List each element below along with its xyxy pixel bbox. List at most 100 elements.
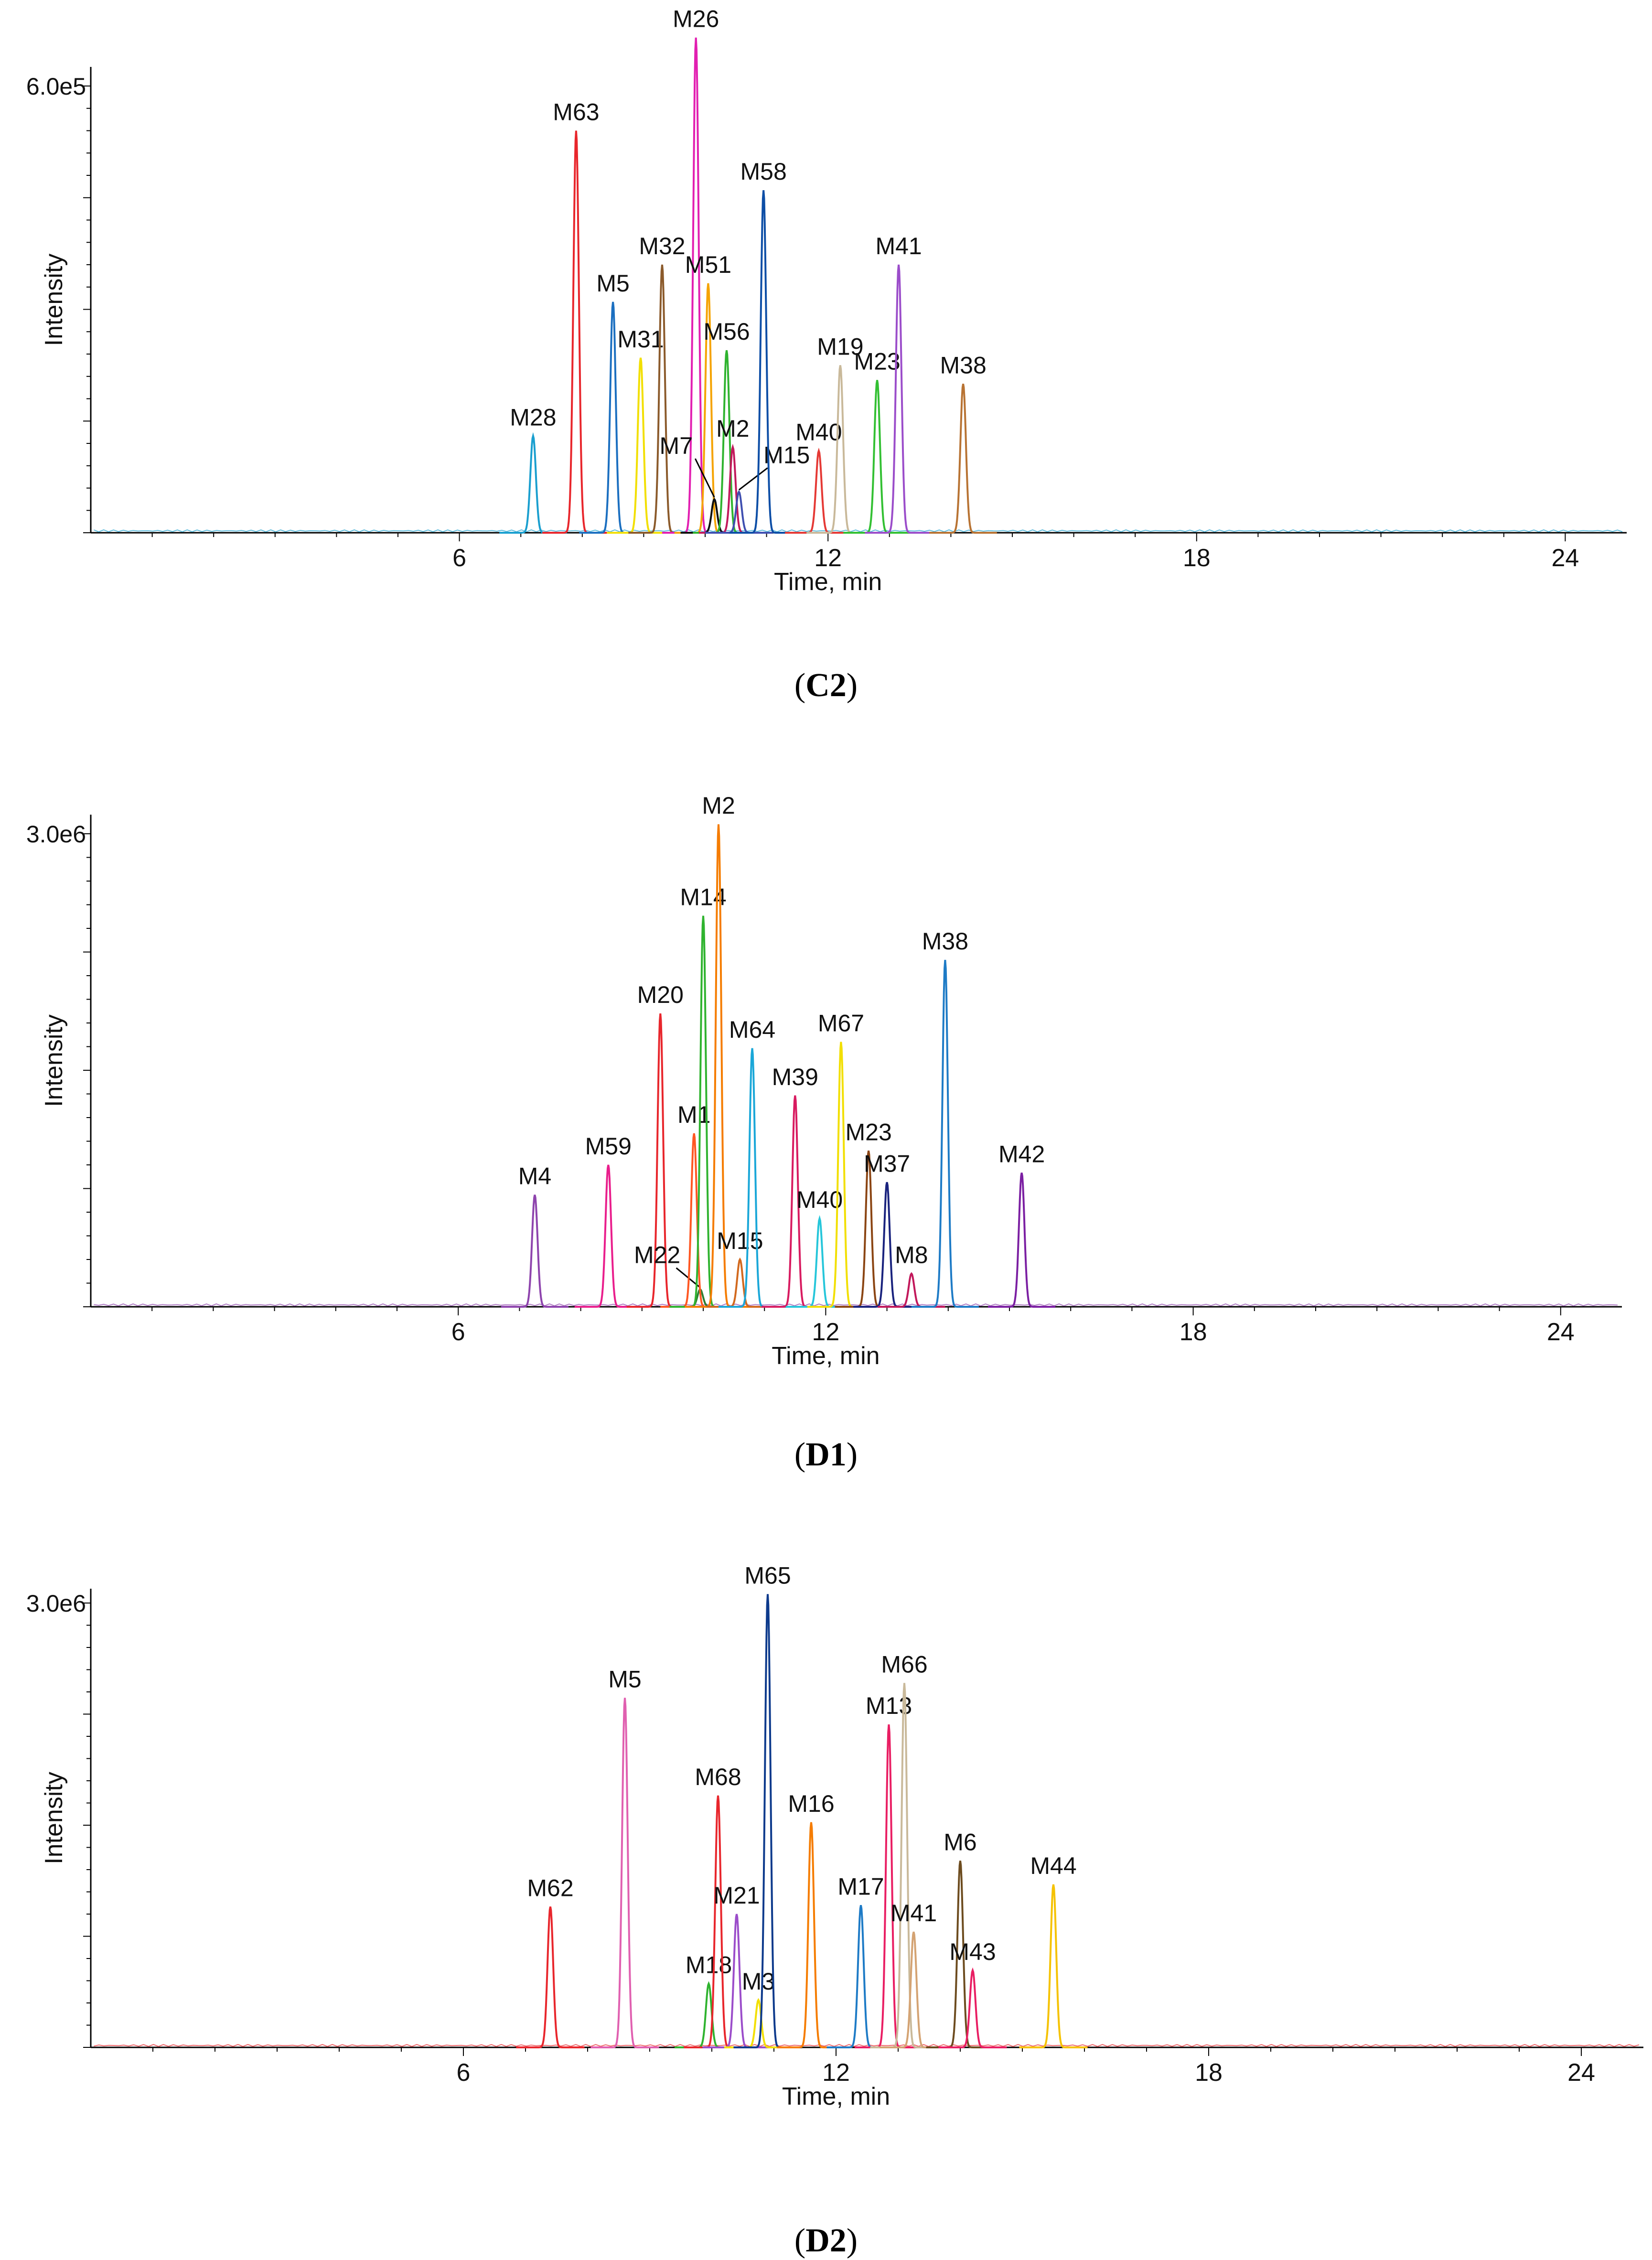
chart-panel-d1: 6 12 18 24 3.0e6 Time, min Intensity M4 M59 M20 M2… [0,776,1652,1473]
peak-m23 [843,380,911,534]
peak-label-m1: M1 [677,1101,710,1128]
peak-label-m56: M56 [703,318,750,345]
peak-label-m40: M40 [795,419,842,446]
chart-panel-c2: 6 12 18 24 6.0e5 Time, min Intensity M28 M63 M5 M3… [0,0,1652,704]
peak-label-m59: M59 [585,1133,632,1160]
peak-label-m17: M17 [837,1873,884,1900]
chart-d2: 6 12 18 24 3.0e6 Time, min Intensity M62 M5 M18 M6… [26,1562,1643,2110]
peak-m40 [786,1215,854,1308]
peak-m1 [660,1133,728,1308]
peak-label-m66: M66 [881,1651,927,1678]
annotation-arrow [738,467,768,491]
peak-label-m41: M41 [890,1900,937,1926]
peak-m40 [785,447,853,534]
y-axis-label: Intensity [40,1014,68,1107]
peak-label-m41: M41 [875,233,922,259]
peak-label-m23: M23 [854,348,900,375]
peak-m41 [880,1931,948,2048]
x-tick-label: 24 [1547,1318,1575,1346]
peak-label-m40: M40 [796,1186,843,1213]
peak-label-m68: M68 [695,1764,741,1790]
x-axis-label: Time, min [772,1342,880,1370]
peak-m59 [574,1164,642,1308]
peak-label-m43: M43 [949,1938,996,1965]
peak-label-m15: M15 [717,1227,763,1254]
peak-label-m51: M51 [685,251,731,278]
peak-label-m23: M23 [846,1119,892,1145]
x-tick-label: 12 [814,544,842,572]
peak-label-m19: M19 [817,333,863,360]
peak-label-m2: M2 [716,415,749,442]
peak-label-m8: M8 [895,1242,928,1269]
peak-m43 [938,1967,1007,2048]
peak-m8 [878,1272,945,1308]
peak-label-m65: M65 [744,1562,791,1589]
peak-m42 [988,1173,1056,1308]
panel-caption: (D1) [794,1436,858,1473]
peak-m66 [870,1683,939,2048]
peak-label-m7: M7 [660,432,693,459]
panel-caption: (D2) [794,2222,858,2259]
peak-m15 [705,490,773,534]
x-tick-label: 24 [1551,544,1579,572]
peak-label-m39: M39 [772,1064,818,1090]
baseline-trace [94,529,1623,533]
peak-label-m37: M37 [864,1150,910,1177]
y-axis-label: Intensity [40,254,68,346]
x-tick-label: 12 [822,2059,850,2087]
y-axis-label: Intensity [40,1772,68,1864]
peak-label-m16: M16 [788,1790,834,1817]
peak-label-m31: M31 [617,326,664,353]
peak-label-m4: M4 [518,1163,551,1190]
peak-m58 [729,190,797,534]
x-tick-label: 18 [1183,544,1211,572]
peak-label-m32: M32 [639,233,685,259]
peak-label-m5: M5 [596,270,629,297]
peak-m3 [724,1998,793,2048]
x-axis-label: Time, min [782,2083,890,2110]
x-tick-label: 12 [812,1318,839,1346]
peak-m28 [499,432,567,534]
peak-label-m67: M67 [818,1010,864,1037]
x-axis-label: Time, min [774,568,882,596]
baseline-trace [94,1303,1618,1307]
peak-label-m38: M38 [940,352,986,378]
peak-m15 [706,1257,774,1308]
y-max-label: 3.0e6 [26,1590,86,1617]
peak-m63 [542,130,610,534]
x-tick-label: 18 [1180,1318,1207,1346]
peak-label-m3: M3 [742,1968,775,1995]
peak-m5 [590,1698,659,2048]
peak-label-m38: M38 [922,928,968,955]
peak-m13 [855,1724,923,2048]
peak-label-m2: M2 [702,792,735,819]
peak-label-m6: M6 [944,1829,976,1855]
peak-label-m20: M20 [637,981,684,1008]
panel-caption: (C2) [794,667,858,704]
x-tick-label: 6 [452,544,466,572]
peak-m38 [911,959,979,1308]
x-tick-label: 6 [451,1318,465,1346]
peak-m37 [853,1182,921,1308]
panel-caption-label: D2 [805,2222,847,2259]
peak-label-m26: M26 [673,6,719,32]
peak-m16 [777,1822,846,2048]
peak-label-m62: M62 [527,1875,573,1902]
peak-label-m18: M18 [686,1952,732,1979]
y-max-label: 6.0e5 [26,73,86,100]
peak-m4 [501,1195,569,1308]
x-tick-label: 6 [457,2059,471,2087]
peak-label-m64: M64 [729,1016,775,1043]
peak-m44 [1019,1884,1088,2048]
x-tick-label: 18 [1195,2059,1223,2087]
baseline-trace [94,2044,1640,2047]
peak-label-m28: M28 [510,404,556,430]
panel-caption-label: C2 [805,667,847,704]
chart-d1: 6 12 18 24 3.0e6 Time, min Intensity M4 M59 M20 M2… [26,792,1622,1370]
peak-label-m44: M44 [1030,1852,1076,1879]
peak-label-m15: M15 [763,441,810,468]
y-max-label: 3.0e6 [26,821,86,848]
peak-m41 [865,264,933,534]
peak-label-m21: M21 [713,1882,760,1909]
annotation-arrow [694,458,715,498]
